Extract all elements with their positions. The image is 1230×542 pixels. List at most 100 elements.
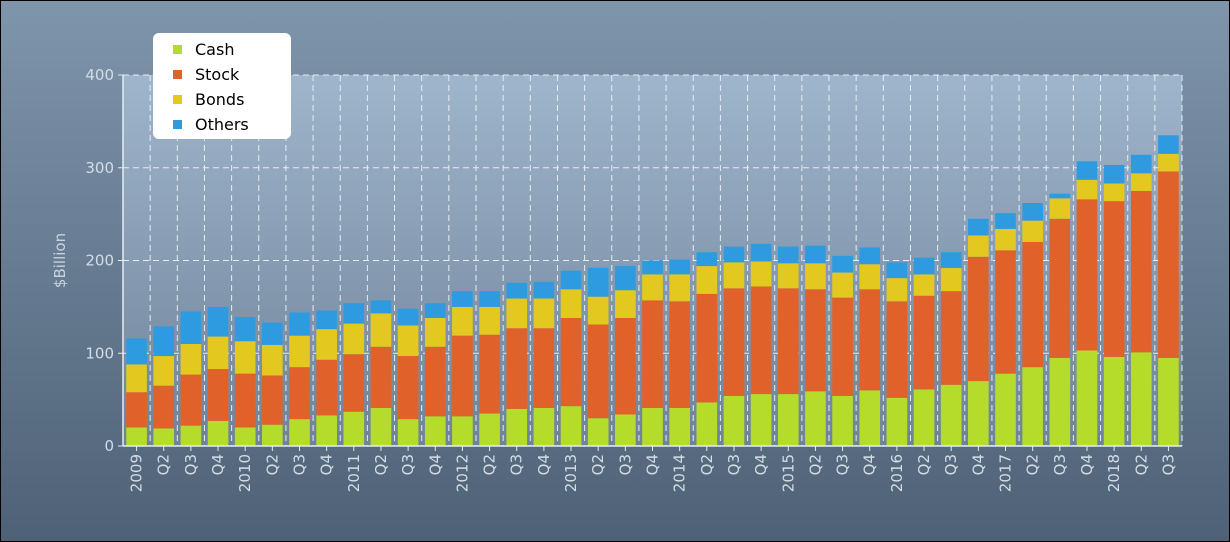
bar-segment-others [289, 312, 310, 336]
x-tick-label: Q4 [426, 454, 444, 475]
x-tick-label: Q3 [508, 454, 526, 475]
bar-segment-cash [696, 402, 718, 446]
bar-segment-others [234, 317, 256, 342]
x-tick-label: Q4 [1078, 454, 1096, 475]
bar-segment-cash [126, 427, 147, 446]
bar-segment-cash [1158, 357, 1179, 446]
bar-segment-stock [1022, 241, 1043, 368]
bar-segment-bonds [262, 344, 283, 376]
bar-segment-cash [533, 407, 555, 446]
bar-segment-bonds [1022, 220, 1043, 242]
bar-segment-bonds [805, 263, 826, 290]
bar-segment-bonds [642, 274, 663, 301]
bar-segment-stock [587, 324, 609, 419]
bar-segment-stock [913, 295, 935, 390]
bar-segment-bonds [452, 306, 473, 336]
bar-segment-bonds [316, 329, 337, 360]
bar-segment-others [207, 306, 229, 337]
bar-segment-others [750, 243, 772, 262]
bar-segment-cash [343, 411, 365, 446]
bar-segment-others [153, 326, 175, 357]
x-tick-label: Q3 [1159, 454, 1177, 475]
bar-segment-others [262, 322, 283, 345]
bar-segment-cash [1049, 357, 1071, 446]
x-tick-label: Q2 [155, 454, 173, 475]
bar-segment-cash [615, 414, 636, 446]
bar-segment-bonds [750, 261, 772, 287]
bar-segment-bonds [289, 335, 310, 368]
bar-segment-cash [234, 427, 256, 446]
bar-segment-cash [452, 416, 473, 446]
bar-segment-stock [832, 297, 853, 396]
axes: 0 100 200 300 400 2009 Q2 Q3 Q4 2010 Q2 Q3 Q4 2011 Q2 Q… [85, 66, 1182, 492]
x-tick-label: Q3 [725, 454, 743, 475]
bar-segment-cash [777, 394, 799, 446]
bar-segment-others [777, 246, 799, 264]
bar-segment-stock [316, 359, 337, 416]
x-tick-label: 2017 [997, 454, 1015, 492]
bar-segment-cash [587, 418, 609, 446]
bar-segment-stock [207, 369, 229, 421]
x-tick-label: Q2 [1024, 454, 1042, 475]
bar-segment-stock [1103, 201, 1125, 357]
bar-segment-cash [805, 391, 826, 446]
bar-segment-others [126, 338, 147, 365]
bar-segment-bonds [995, 228, 1016, 251]
bar-segment-bonds [533, 298, 555, 329]
bar-segment-others [506, 282, 528, 299]
bar-segment-bonds [587, 296, 609, 325]
bar-segment-cash [479, 413, 500, 446]
bar-segment-bonds [1076, 179, 1098, 200]
bar-segment-others [1130, 154, 1152, 174]
bar-segment-stock [968, 256, 989, 382]
bar-segment-bonds [126, 364, 147, 393]
bar-segment-bonds [424, 318, 446, 347]
bar-segment-stock [424, 346, 446, 417]
x-tick-label: Q4 [209, 454, 227, 475]
legend-swatch-bonds [173, 95, 182, 104]
bar-segment-others [343, 303, 365, 324]
bar-segment-bonds [343, 323, 365, 355]
x-tick-label: 2012 [453, 454, 471, 492]
x-tick-label: Q4 [535, 454, 553, 475]
x-tick-label: Q3 [616, 454, 634, 475]
bar-segment-cash [669, 407, 690, 446]
bar-segment-bonds [1158, 153, 1179, 172]
bar-segment-cash [940, 384, 962, 446]
bar-segment-bonds [669, 274, 690, 302]
bar-segment-cash [968, 381, 989, 446]
legend-label-stock: Stock [195, 65, 240, 84]
x-tick-label: Q2 [372, 454, 390, 475]
bar-segment-cash [180, 425, 202, 446]
x-tick-label: 2015 [779, 454, 797, 492]
x-tick-label: Q2 [915, 454, 933, 475]
x-tick-label: 2011 [345, 454, 363, 492]
bar-segment-stock [859, 289, 881, 391]
bar-segment-cash [506, 408, 528, 446]
bar-segment-stock [750, 286, 772, 395]
x-tick-label: Q2 [1132, 454, 1150, 475]
bar-segment-bonds [207, 336, 229, 370]
x-tick-label: Q4 [318, 454, 336, 475]
bar-segment-cash [424, 416, 446, 446]
bar-segment-bonds [723, 262, 745, 289]
legend-label-others: Others [195, 115, 249, 134]
bar-segment-cash [560, 406, 582, 446]
bar-segment-bonds [153, 356, 175, 386]
legend-box [153, 33, 291, 139]
bar-segment-stock [940, 291, 962, 385]
bar-segment-others [696, 252, 718, 267]
bar-segment-cash [153, 428, 175, 446]
bar-segment-others [805, 245, 826, 264]
x-tick-label: Q2 [589, 454, 607, 475]
bar-segment-bonds [1049, 198, 1071, 219]
x-tick-label: Q2 [481, 454, 499, 475]
bar-segment-stock [289, 367, 310, 420]
bar-segment-bonds [940, 267, 962, 292]
x-tick-label: Q2 [806, 454, 824, 475]
bar-segment-bonds [1130, 173, 1152, 191]
y-tick-label: 200 [85, 252, 114, 270]
bar-segment-stock [560, 318, 582, 407]
